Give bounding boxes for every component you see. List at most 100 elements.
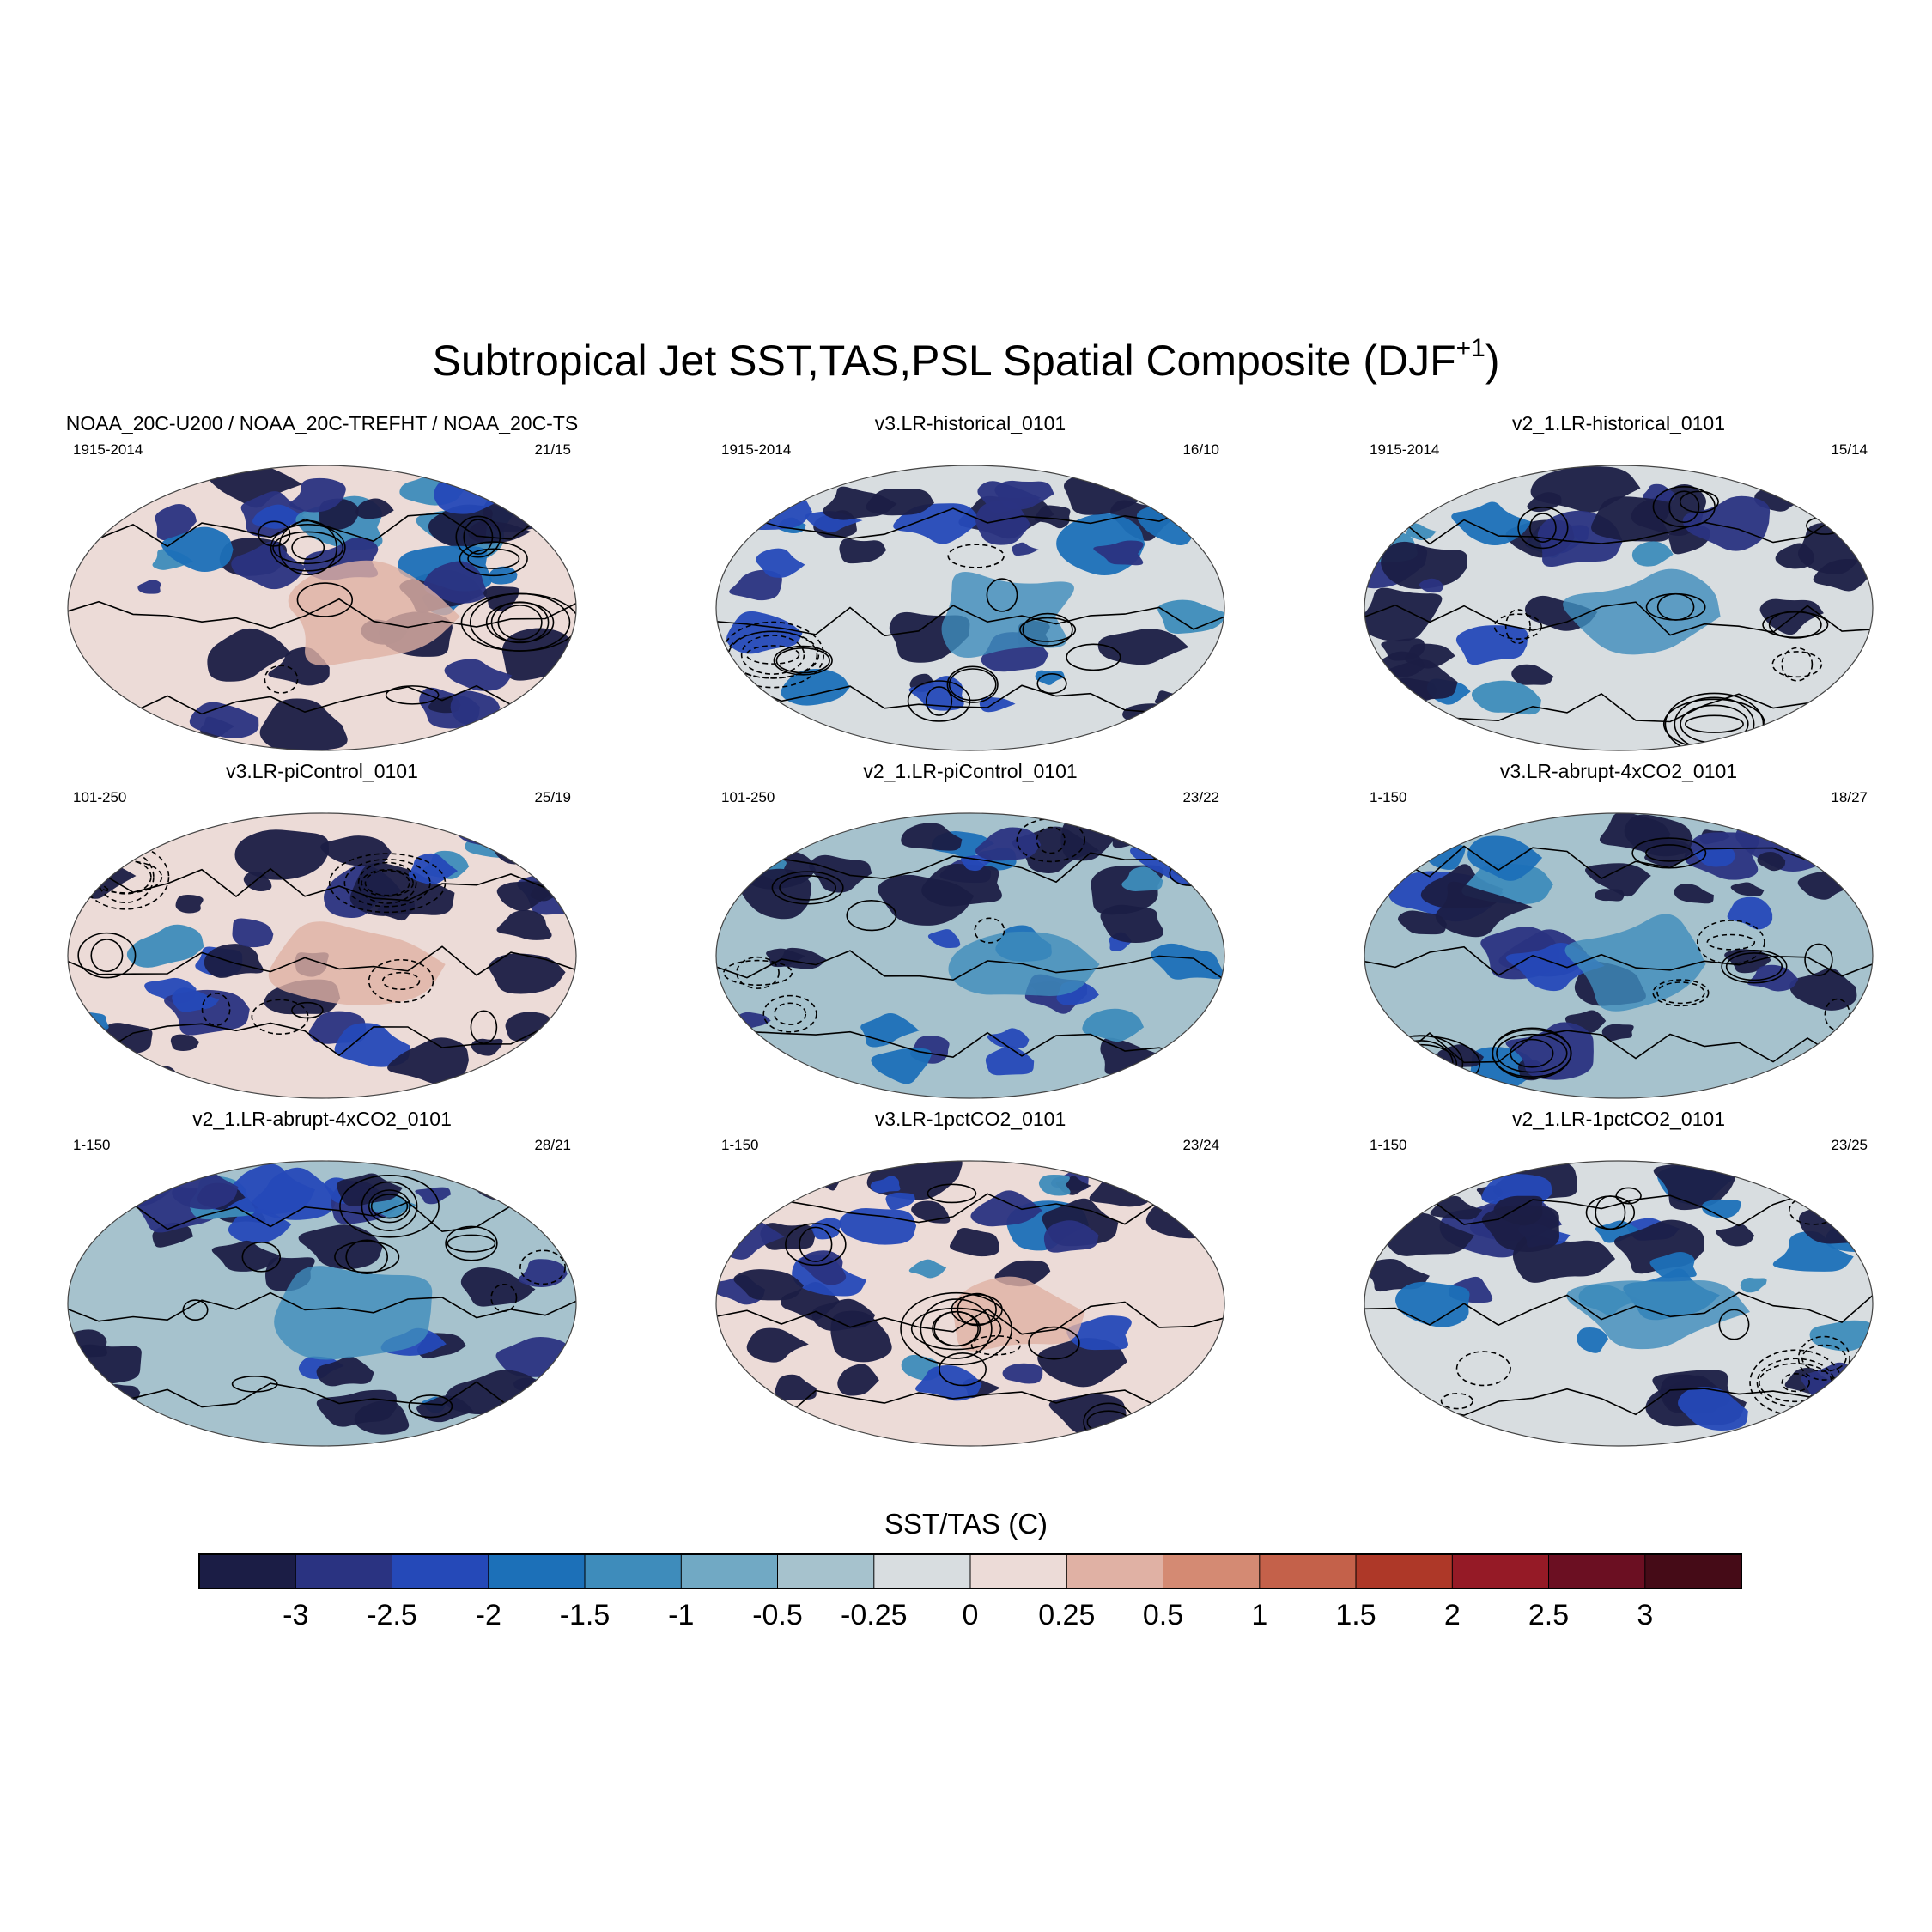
anomaly-patch — [1157, 599, 1224, 634]
anomaly-patch — [1832, 1045, 1873, 1076]
anomaly-patch — [1012, 542, 1039, 556]
psl-contour — [948, 668, 997, 702]
psl-contour — [900, 1291, 1013, 1366]
colorbar-tick-label: 2.5 — [1528, 1599, 1569, 1631]
anomaly-patch — [99, 1062, 146, 1084]
psl-contour — [1706, 933, 1756, 951]
psl-contour — [1795, 820, 1861, 860]
colorbar-swatch — [1163, 1554, 1261, 1589]
psl-contour — [447, 1234, 496, 1253]
map-outline — [67, 1160, 577, 1447]
map-outline — [67, 812, 577, 1099]
panel-period: 1915-2014 — [721, 441, 792, 458]
anomaly-patch — [1082, 1008, 1145, 1042]
colorbar-swatch — [873, 1554, 971, 1589]
anomaly-patch — [175, 895, 204, 914]
psl-contour — [334, 1241, 400, 1273]
anomaly-patch — [1389, 475, 1443, 501]
psl-contour — [345, 1239, 388, 1275]
anomaly-patch — [726, 611, 803, 654]
psl-contour — [1387, 1040, 1454, 1088]
anomaly-patch — [1121, 866, 1163, 891]
map-field — [716, 465, 1224, 750]
psl-contour — [68, 598, 576, 629]
anomaly-patch — [137, 580, 161, 594]
anomaly-patch — [839, 538, 887, 564]
map-plot — [67, 465, 577, 751]
anomaly-patch — [970, 1190, 1042, 1227]
map-outline — [1364, 1160, 1874, 1447]
psl-contour — [927, 1183, 977, 1204]
psl-contour — [368, 1189, 411, 1224]
panel-count: 25/19 — [534, 789, 571, 805]
anomaly-patch — [901, 823, 963, 851]
psl-contour — [519, 1249, 566, 1285]
anomaly-patch — [1406, 522, 1437, 541]
anomaly-patch — [979, 696, 1016, 713]
colorbar-tick-label: 3 — [1637, 1599, 1653, 1631]
psl-contour — [775, 647, 830, 674]
anomaly-patch — [733, 1269, 805, 1301]
psl-contour — [1664, 692, 1765, 750]
anomaly-patch — [1577, 1327, 1608, 1353]
anomaly-patch — [298, 1224, 383, 1270]
psl-contour — [716, 1389, 1224, 1422]
anomaly-patch — [101, 1023, 153, 1054]
psl-contour — [986, 578, 1018, 612]
colorbar-swatch — [199, 1554, 296, 1589]
anomaly-patch — [1701, 1199, 1741, 1218]
psl-contour — [68, 867, 576, 902]
panel-title: v2_1.LR-1pctCO2_0101 — [1511, 1108, 1726, 1130]
psl-contour — [1504, 609, 1531, 645]
colorbar-tick-label: 1.5 — [1335, 1599, 1376, 1631]
map-field — [716, 813, 1224, 1098]
map-plot — [1364, 1160, 1874, 1447]
anomaly-patch — [228, 1208, 292, 1243]
colorbar-swatch — [1548, 1554, 1646, 1589]
psl-contour — [920, 1298, 993, 1359]
anomaly-patch — [908, 676, 964, 711]
psl-contour — [716, 605, 1224, 637]
psl-contour — [68, 1022, 576, 1057]
psl-contour — [455, 515, 501, 558]
psl-contour — [1652, 486, 1716, 528]
anomaly-patch — [465, 813, 550, 859]
psl-contour — [1364, 845, 1873, 880]
map-panel: v2_1.LR-piControl_0101 101-250 23/22 — [704, 760, 1236, 1103]
anomaly-patch — [729, 569, 782, 601]
anomaly-patch — [1110, 821, 1151, 848]
anomaly-patch — [1678, 1387, 1748, 1431]
equatorial-anomaly — [288, 560, 460, 666]
anomaly-patch — [744, 495, 780, 511]
psl-contour — [1668, 490, 1700, 523]
colorbar-tick-label: -1.5 — [560, 1599, 611, 1631]
anomaly-patch — [259, 698, 348, 750]
colorbar-swatch — [970, 1554, 1067, 1589]
anomaly-patch — [1693, 848, 1736, 867]
anomaly-patch — [1789, 968, 1857, 1011]
anomaly-patch — [208, 465, 303, 508]
anomaly-patch — [155, 504, 197, 541]
anomaly-patch — [355, 498, 394, 519]
anomaly-patch — [232, 918, 274, 948]
panel-count: 16/10 — [1182, 441, 1219, 458]
psl-contour — [1801, 1394, 1844, 1425]
anomaly-patch — [1595, 1220, 1643, 1243]
anomaly-patch — [68, 833, 118, 858]
anomaly-patch — [496, 909, 552, 940]
psl-contour — [1645, 844, 1693, 862]
map-outline — [1364, 465, 1874, 751]
anomaly-patch — [1813, 558, 1871, 592]
anomaly-patch — [1397, 910, 1447, 935]
anomaly-patch — [746, 1327, 809, 1363]
anomaly-patch — [243, 872, 272, 892]
colorbar-swatch — [1259, 1554, 1357, 1589]
psl-contour — [716, 1030, 1224, 1059]
map-plot — [1364, 812, 1874, 1099]
panel-title: v2_1.LR-piControl_0101 — [863, 760, 1078, 782]
psl-contour — [182, 1299, 209, 1321]
anomaly-patch — [1775, 543, 1814, 569]
anomaly-patch — [1002, 1363, 1043, 1384]
anomaly-patch — [885, 1192, 915, 1210]
